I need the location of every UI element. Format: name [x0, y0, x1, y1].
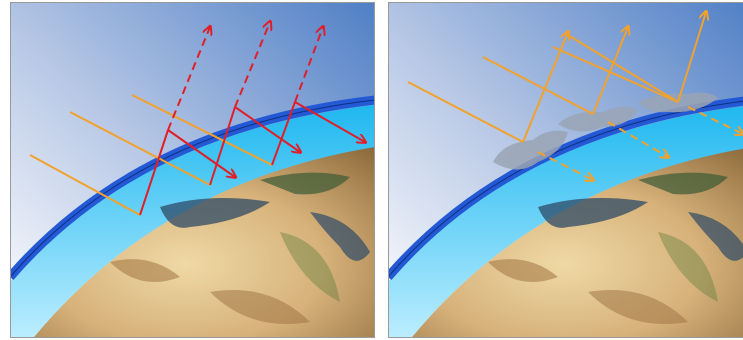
left-panel [10, 2, 375, 338]
right-panel [388, 2, 743, 338]
